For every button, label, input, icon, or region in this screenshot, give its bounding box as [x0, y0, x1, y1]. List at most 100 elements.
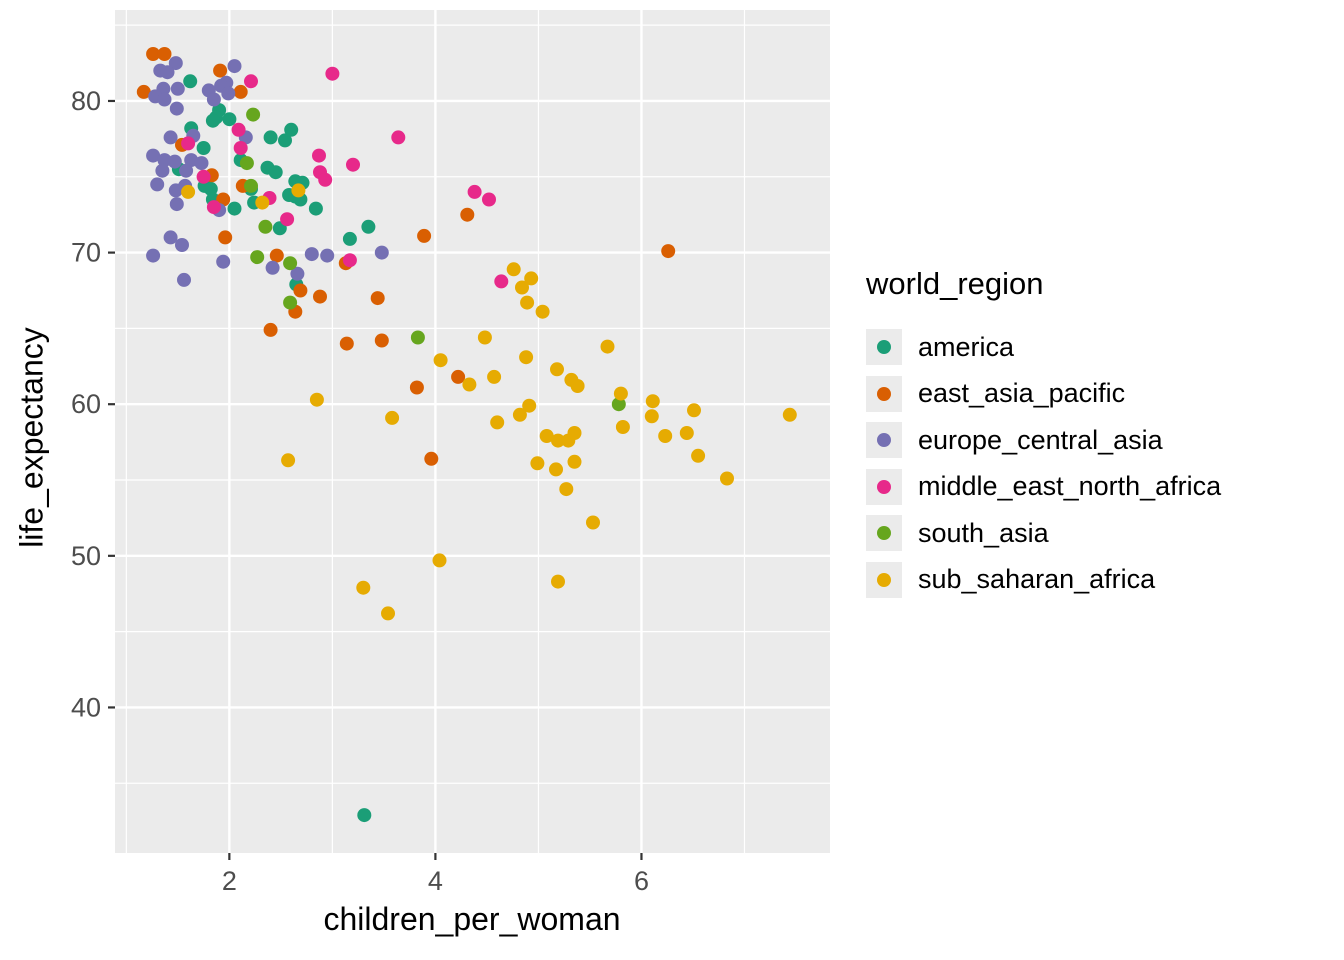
point-middle_east_north_africa: [312, 148, 326, 163]
point-south_asia: [410, 330, 425, 345]
point-sub_saharan_africa: [687, 403, 701, 418]
point-europe_central_asia: [374, 245, 389, 260]
legend-key: [866, 422, 902, 459]
point-europe_central_asia: [167, 154, 182, 169]
point-middle_east_north_africa: [206, 200, 221, 215]
point-south_asia: [611, 397, 626, 412]
point-east_asia_pacific: [313, 289, 327, 304]
point-america: [357, 808, 372, 823]
point-sub_saharan_africa: [691, 448, 706, 463]
point-sub_saharan_africa: [679, 426, 694, 440]
point-middle_east_north_africa: [244, 74, 258, 89]
point-sub_saharan_africa: [519, 350, 534, 365]
legend-entry-sub_saharan_africa: sub_saharan_africa: [866, 557, 1221, 604]
point-europe_central_asia: [194, 156, 209, 171]
point-america: [196, 141, 211, 155]
point-middle_east_north_africa: [280, 212, 295, 227]
y-tick-label: 70: [71, 238, 101, 268]
legend-label: europe_central_asia: [918, 424, 1163, 455]
point-sub_saharan_africa: [433, 353, 448, 368]
point-europe_central_asia: [157, 153, 172, 168]
legend-key: [866, 375, 902, 412]
point-europe_central_asia: [155, 163, 170, 178]
point-east_asia_pacific: [293, 283, 308, 298]
point-sub_saharan_africa: [432, 553, 447, 568]
point-sub_saharan_africa: [570, 379, 585, 393]
point-sub_saharan_africa: [782, 407, 797, 422]
point-america: [183, 74, 198, 89]
point-east_asia_pacific: [417, 228, 432, 243]
point-middle_east_north_africa: [325, 66, 340, 81]
legend-dot-icon: [877, 433, 891, 448]
point-sub_saharan_africa: [644, 409, 659, 424]
point-europe_central_asia: [169, 101, 184, 116]
point-east_asia_pacific: [269, 248, 284, 263]
point-sub_saharan_africa: [550, 362, 564, 377]
legend-label: middle_east_north_africa: [918, 471, 1222, 502]
point-middle_east_north_africa: [391, 130, 406, 145]
point-east_asia_pacific: [460, 207, 475, 222]
point-europe_central_asia: [169, 197, 184, 212]
point-america: [284, 122, 299, 137]
point-sub_saharan_africa: [181, 184, 196, 199]
point-europe_central_asia: [157, 92, 172, 107]
point-middle_east_north_africa: [196, 169, 211, 184]
point-east_asia_pacific: [157, 47, 172, 61]
point-sub_saharan_africa: [506, 262, 521, 277]
point-europe_central_asia: [146, 248, 161, 263]
point-america: [361, 219, 376, 234]
point-america: [227, 201, 242, 216]
legend-items: america east_asia_pacific europe_central_a…: [866, 324, 1221, 603]
point-europe_central_asia: [320, 248, 335, 263]
point-middle_east_north_africa: [318, 172, 333, 187]
legend-label: east_asia_pacific: [918, 378, 1126, 409]
point-south_asia: [283, 295, 298, 310]
point-east_asia_pacific: [339, 336, 354, 351]
point-east_asia_pacific: [424, 451, 439, 466]
point-south_asia: [258, 219, 273, 234]
point-east_asia_pacific: [233, 84, 248, 99]
legend-dot-icon: [877, 479, 891, 494]
point-east_asia_pacific: [216, 192, 231, 207]
x-axis-title: children_per_woman: [323, 901, 621, 937]
point-europe_central_asia: [206, 92, 221, 107]
legend-entry-south_asia: south_asia: [866, 510, 1221, 557]
legend-label: america: [918, 331, 1015, 362]
y-tick-label: 40: [71, 692, 101, 722]
point-europe_central_asia: [227, 59, 242, 74]
point-sub_saharan_africa: [658, 429, 673, 443]
point-america: [263, 130, 278, 145]
point-america: [203, 181, 218, 196]
point-east_asia_pacific: [263, 322, 278, 337]
legend-label: south_asia: [918, 517, 1049, 548]
point-europe_central_asia: [175, 238, 189, 252]
point-europe_central_asia: [160, 65, 175, 80]
point-middle_east_north_africa: [181, 136, 196, 151]
point-east_asia_pacific: [661, 244, 676, 259]
point-sub_saharan_africa: [551, 574, 565, 589]
plot-panel: [115, 10, 830, 853]
point-south_asia: [283, 256, 298, 271]
legend-entry-east_asia_pacific: east_asia_pacific: [866, 371, 1221, 418]
legend-dot-icon: [877, 572, 891, 587]
point-south_asia: [239, 156, 254, 171]
point-sub_saharan_africa: [356, 580, 371, 595]
point-sub_saharan_africa: [539, 429, 554, 443]
point-europe_central_asia: [170, 81, 185, 96]
point-south_asia: [244, 178, 258, 193]
legend-entry-europe_central_asia: europe_central_asia: [866, 417, 1221, 464]
point-europe_central_asia: [146, 148, 161, 163]
point-east_asia_pacific: [370, 291, 385, 306]
point-europe_central_asia: [290, 266, 305, 281]
legend-title: world_region: [866, 266, 1044, 301]
point-sub_saharan_africa: [385, 410, 400, 425]
point-europe_central_asia: [179, 163, 194, 178]
point-east_asia_pacific: [136, 84, 151, 99]
x-tick-label: 2: [222, 866, 237, 896]
point-sub_saharan_africa: [255, 195, 270, 210]
point-sub_saharan_africa: [309, 392, 324, 407]
legend-label: sub_saharan_africa: [918, 564, 1156, 595]
legend-key: [866, 561, 902, 598]
point-east_asia_pacific: [451, 369, 466, 384]
